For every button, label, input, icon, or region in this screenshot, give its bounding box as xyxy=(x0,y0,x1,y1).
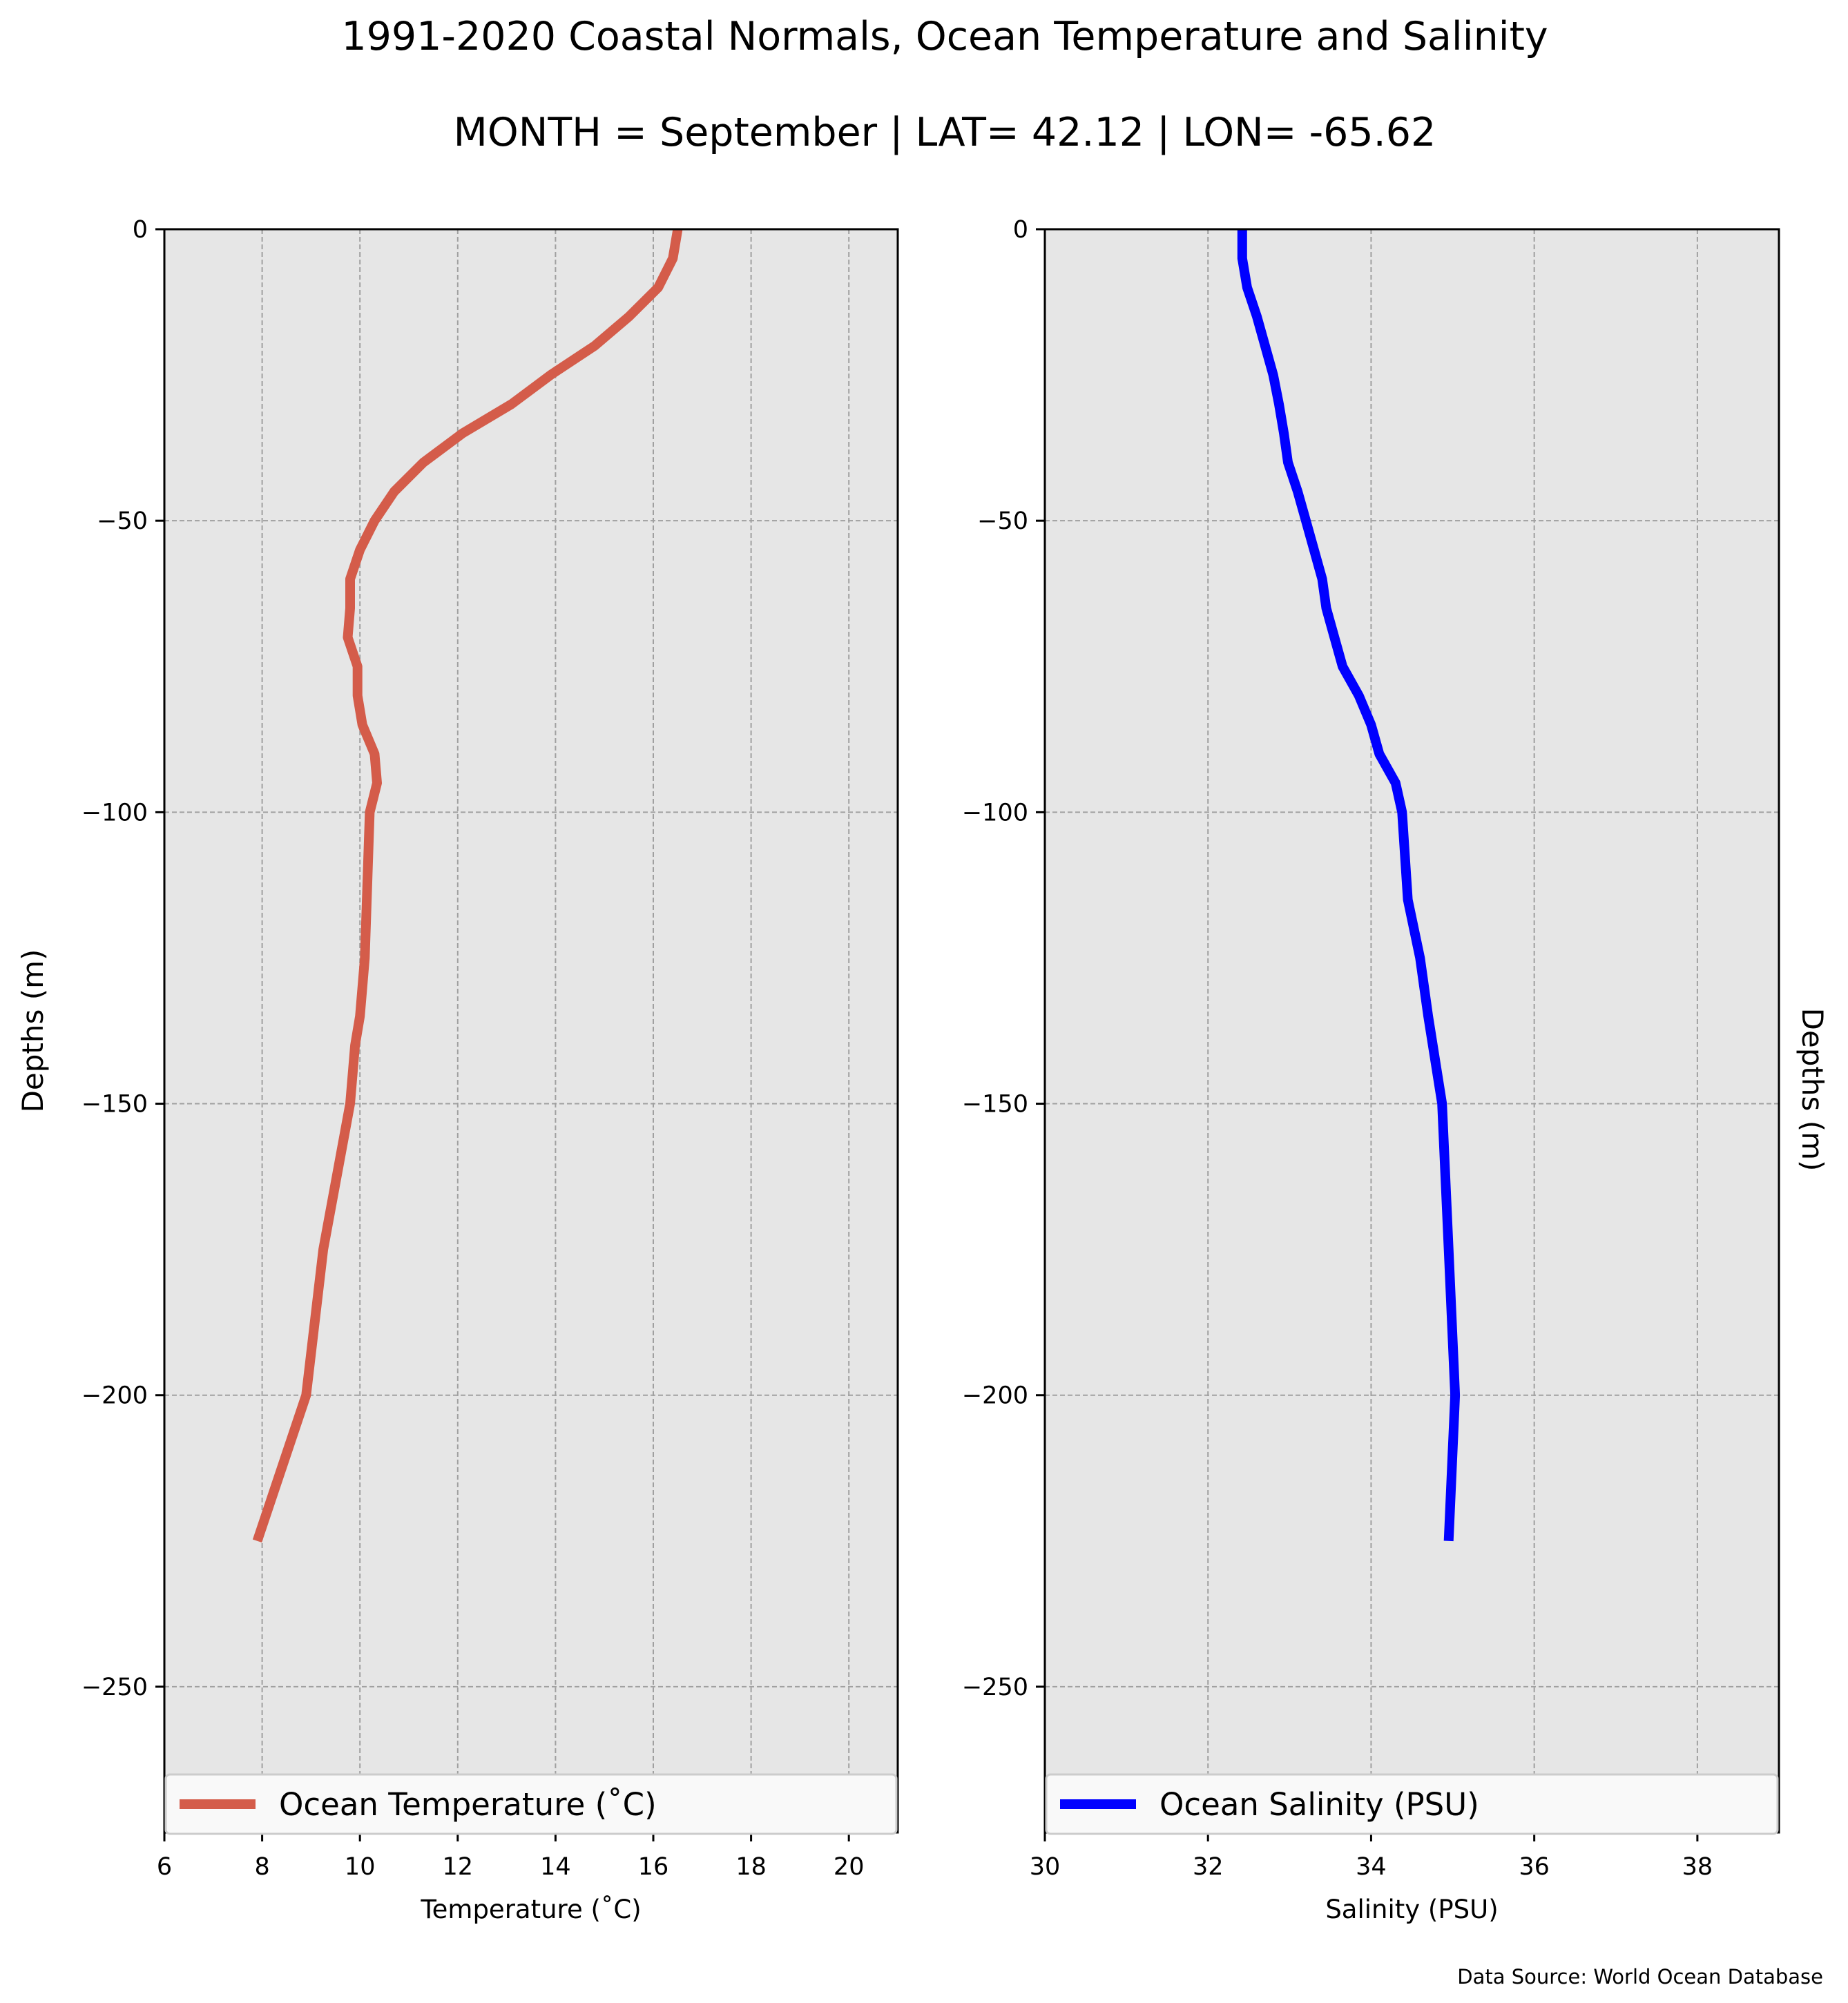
salinity-ytick-label: −150 xyxy=(962,1091,1028,1119)
right-ylabel: Depths (m) xyxy=(1796,1008,1829,1172)
temperature-xtick-label: 8 xyxy=(254,1853,269,1881)
temperature-xtick-label: 14 xyxy=(540,1853,571,1881)
salinity-xtick-label: 30 xyxy=(1030,1853,1061,1881)
salinity-ytick-label: −50 xyxy=(977,507,1028,535)
temperature-plot-area xyxy=(164,229,898,1832)
salinity-ytick-label: 0 xyxy=(1013,216,1028,244)
temperature-xtick-label: 10 xyxy=(345,1853,376,1881)
source-note: Data Source: World Ocean Database xyxy=(1457,1965,1823,1989)
salinity-series-line xyxy=(1237,229,1461,1542)
salinity-ytick-label: −200 xyxy=(962,1382,1028,1410)
figure-title: 1991-2020 Coastal Normals, Ocean Tempera… xyxy=(341,14,1548,59)
temperature-ytick-label: −100 xyxy=(81,799,148,826)
temperature-xtick-label: 18 xyxy=(735,1853,767,1881)
salinity-legend-label: Ocean Salinity (PSU) xyxy=(1159,1786,1479,1823)
salinity-xtick-label: 32 xyxy=(1193,1853,1224,1881)
temperature-xlabel: Temperature (˚C) xyxy=(420,1895,641,1924)
salinity-xtick-label: 38 xyxy=(1682,1853,1713,1881)
temperature-xtick-label: 12 xyxy=(443,1853,474,1881)
temperature-ytick-label: 0 xyxy=(133,216,148,244)
temperature-panel: 6 8 10 12 14 16 18 20 0 −50 −100 −150 −200 −250 Temper… xyxy=(16,216,899,1924)
salinity-panel: 30 32 34 36 38 0 −50 −100 −150 −200 −250 Salinity (… xyxy=(962,216,1780,1924)
temperature-xtick-label: 16 xyxy=(638,1853,669,1881)
temperature-series-line xyxy=(252,228,683,1543)
figure-subtitle: MONTH = September | LAT= 42.12 | LON= -6… xyxy=(454,110,1436,155)
temperature-ytick-label: −250 xyxy=(81,1674,148,1701)
temperature-xtick-label: 20 xyxy=(834,1853,865,1881)
salinity-xlabel: Salinity (PSU) xyxy=(1325,1895,1498,1924)
salinity-ytick-label: −250 xyxy=(962,1674,1028,1701)
temperature-ytick-label: −150 xyxy=(81,1091,148,1119)
temperature-legend-box xyxy=(164,1773,898,1835)
temperature-ylabel: Depths (m) xyxy=(16,949,50,1113)
temperature-legend-label: Ocean Temperature (˚C) xyxy=(279,1786,657,1823)
salinity-plot-area xyxy=(1045,229,1779,1832)
temperature-xtick-label: 6 xyxy=(157,1853,172,1881)
salinity-xtick-label: 34 xyxy=(1356,1853,1387,1881)
salinity-xtick-label: 36 xyxy=(1519,1853,1550,1881)
salinity-legend-box xyxy=(1045,1773,1779,1835)
salinity-ytick-label: −100 xyxy=(962,799,1028,826)
temperature-ytick-label: −50 xyxy=(97,507,148,535)
temperature-ytick-label: −200 xyxy=(81,1382,148,1410)
